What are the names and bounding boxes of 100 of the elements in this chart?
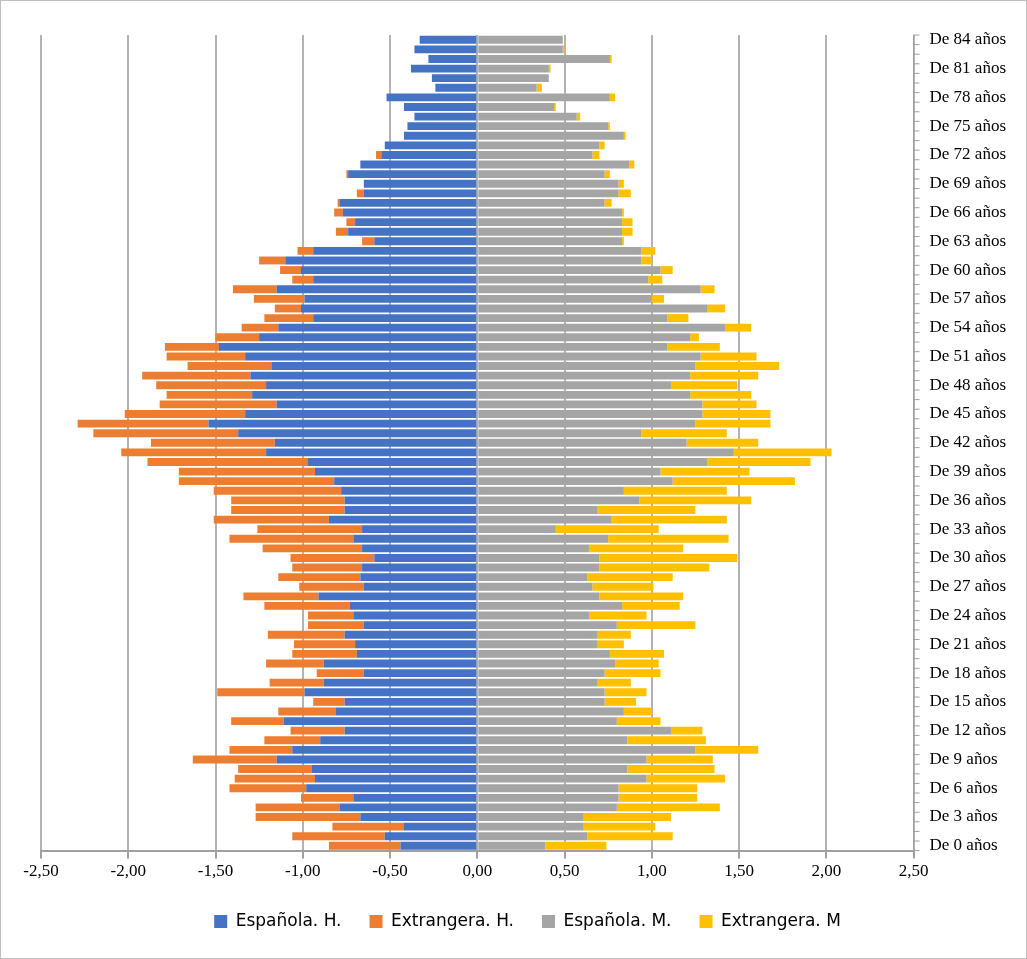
bar xyxy=(292,275,314,284)
bar xyxy=(362,525,477,534)
bar xyxy=(478,697,605,706)
bar xyxy=(478,745,696,754)
bar xyxy=(536,83,542,92)
bar xyxy=(428,55,477,63)
y-tick-label: De 72 años xyxy=(929,144,1006,164)
x-tick-label: 2,00 xyxy=(811,861,842,881)
bar xyxy=(349,601,477,610)
bar xyxy=(335,227,349,236)
bar xyxy=(478,649,610,658)
bar xyxy=(253,294,305,303)
bar xyxy=(297,246,314,255)
bar xyxy=(587,573,673,582)
x-tick-label: 0,00 xyxy=(462,861,493,881)
bar xyxy=(344,506,477,514)
bar xyxy=(311,765,477,773)
bar xyxy=(604,170,610,179)
legend-label: Extrangera. M xyxy=(721,909,841,930)
bar xyxy=(381,151,477,159)
bar xyxy=(667,314,689,322)
bar xyxy=(334,208,343,217)
bar xyxy=(478,314,668,322)
legend-label: Española. H. xyxy=(235,909,342,930)
bar xyxy=(124,410,246,418)
y-tick-label: De 69 años xyxy=(929,173,1006,193)
y-tick-label: De 24 años xyxy=(929,604,1006,624)
bar xyxy=(344,697,477,706)
bar xyxy=(218,342,477,351)
y-tick-label: De 51 años xyxy=(929,345,1006,365)
bar xyxy=(478,765,628,773)
bar xyxy=(478,266,661,275)
bar xyxy=(231,717,284,725)
x-tick-label: 1,50 xyxy=(724,861,754,881)
bar xyxy=(695,362,780,370)
bar xyxy=(604,669,661,678)
bar xyxy=(478,362,696,370)
bar xyxy=(707,458,811,466)
bar xyxy=(292,649,357,658)
y-tick-label: De 78 años xyxy=(929,86,1006,106)
bar xyxy=(478,294,652,303)
bar xyxy=(690,333,699,342)
bar xyxy=(278,573,361,582)
y-tick-label: De 15 años xyxy=(929,691,1006,711)
y-tick-label: De 21 años xyxy=(929,633,1006,653)
bar xyxy=(641,256,652,265)
bar xyxy=(313,697,345,706)
bar xyxy=(313,314,477,322)
bar xyxy=(164,342,219,351)
bar xyxy=(599,141,605,150)
bar xyxy=(616,621,696,630)
bar xyxy=(597,506,696,514)
bar xyxy=(478,813,584,821)
x-tick-label: -1,00 xyxy=(285,861,321,881)
bar xyxy=(478,601,623,610)
bar xyxy=(478,458,708,466)
bar xyxy=(651,294,664,303)
bar xyxy=(360,813,477,821)
x-tick-label: 1,00 xyxy=(636,861,667,881)
bar xyxy=(478,103,555,111)
y-tick-label: De 9 años xyxy=(929,748,998,768)
bar xyxy=(363,669,477,678)
bar xyxy=(725,323,752,332)
bar xyxy=(376,151,382,159)
bar xyxy=(609,93,616,102)
bar xyxy=(278,707,336,716)
bar xyxy=(478,246,642,255)
bar xyxy=(478,342,668,351)
bar xyxy=(478,55,610,63)
bar xyxy=(313,246,477,255)
y-tick-label: De 54 años xyxy=(929,317,1006,337)
y-tick-label: De 75 años xyxy=(929,115,1006,135)
y-tick-label: De 66 años xyxy=(929,201,1006,221)
bar xyxy=(304,294,477,303)
y-tick-label: De 36 años xyxy=(929,489,1006,509)
y-tick-label: De 60 años xyxy=(929,259,1006,279)
y-tick-label: De 12 años xyxy=(929,720,1006,740)
bar xyxy=(478,717,617,725)
bar xyxy=(356,189,364,198)
bar xyxy=(255,813,361,821)
y-tick-label: De 33 años xyxy=(929,518,1006,538)
y-tick-label: De 63 años xyxy=(929,230,1006,250)
bar xyxy=(604,198,612,207)
bar xyxy=(702,410,771,418)
bar xyxy=(307,458,477,466)
bar xyxy=(599,554,738,562)
bar xyxy=(648,275,663,284)
x-tick-label: 0,50 xyxy=(549,861,580,881)
x-tick-label: -2,50 xyxy=(23,861,59,881)
bar xyxy=(292,745,477,754)
y-tick-label: De 27 años xyxy=(929,576,1006,596)
bar xyxy=(290,554,375,562)
bar xyxy=(622,218,633,227)
bar xyxy=(316,669,364,678)
y-tick-label: De 81 años xyxy=(929,58,1006,78)
bar xyxy=(266,659,324,668)
bar xyxy=(283,717,477,725)
bar xyxy=(348,170,477,179)
y-tick-label: De 39 años xyxy=(929,461,1006,481)
y-tick-label: De 57 años xyxy=(929,288,1006,308)
